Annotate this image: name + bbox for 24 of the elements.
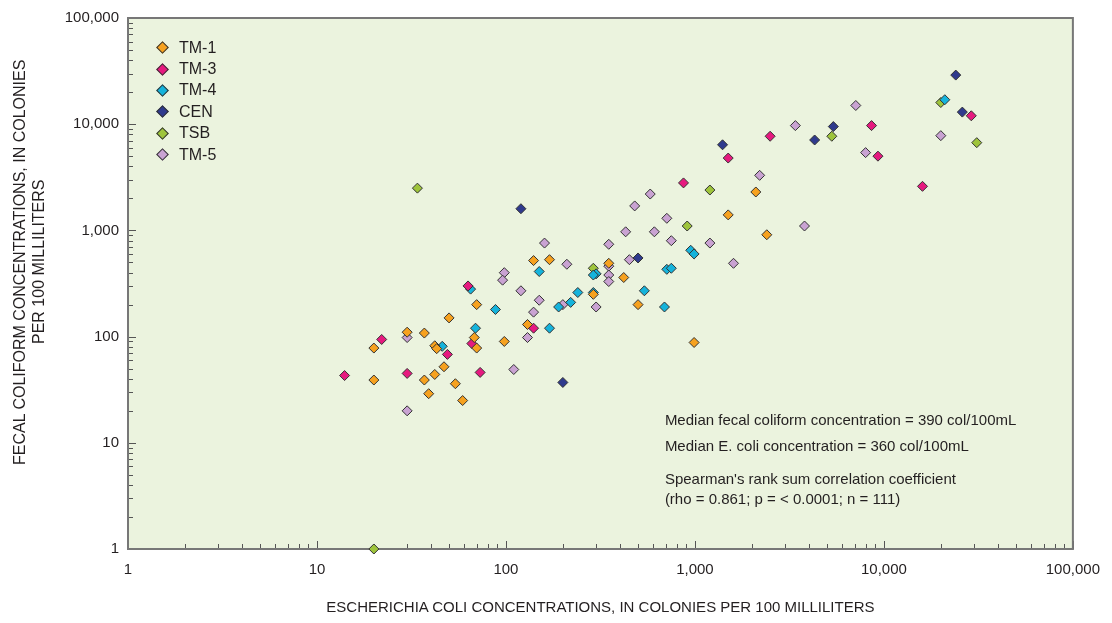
annotation: Spearman's rank sum correlation coefficient bbox=[664, 469, 957, 489]
annotation: Median fecal coliform concentration = 390 col/100mL bbox=[664, 410, 1017, 430]
x-tick-label: 100,000 bbox=[1045, 560, 1101, 578]
y-tick-label: 1 bbox=[110, 539, 119, 557]
legend-label: TM-3 bbox=[179, 60, 217, 79]
x-tick-label: 1 bbox=[123, 560, 133, 578]
y-tick-label: 100 bbox=[93, 326, 119, 344]
legend-label: TM-5 bbox=[179, 145, 217, 164]
y-tick-label: 1,000 bbox=[81, 220, 119, 238]
y-tick-label: 10,000 bbox=[73, 114, 119, 132]
x-axis-title: ESCHERICHIA COLI CONCENTRATIONS, IN COLONIES PER 100 MILLILITERS bbox=[326, 598, 875, 616]
legend-label: CEN bbox=[179, 102, 213, 121]
x-tick-label: 10 bbox=[308, 560, 326, 578]
x-tick-label: 1,000 bbox=[676, 560, 714, 578]
annotation: Median E. coli concentration = 360 col/100mL bbox=[664, 436, 970, 456]
legend-label: TM-1 bbox=[179, 38, 217, 57]
legend-label: TSB bbox=[179, 124, 211, 143]
y-tick-label: 10 bbox=[102, 432, 119, 450]
x-tick-label: 10,000 bbox=[860, 560, 907, 578]
y-tick-label: 100,000 bbox=[64, 8, 119, 26]
y-axis-title: FECAL COLIFORM CONCENTRATIONS, IN COLONIES PER 100 MILLILITERS bbox=[10, 58, 48, 467]
legend-label: TM-4 bbox=[179, 81, 217, 100]
annotation: (rho = 0.861; p = < 0.0001; n = 111) bbox=[664, 489, 902, 509]
x-tick-label: 100 bbox=[493, 560, 519, 578]
